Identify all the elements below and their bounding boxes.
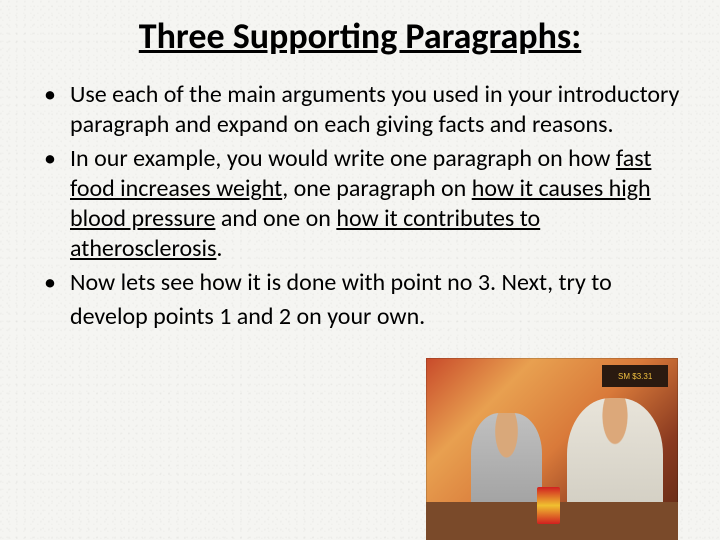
bullet-list: Use each of the main arguments you used … bbox=[36, 80, 684, 298]
fast-food-photo: SM $3.31 bbox=[426, 358, 678, 540]
bullet-3-continuation: develop points 1 and 2 on your own. bbox=[36, 302, 684, 332]
bullet-item-3: Now lets see how it is done with point n… bbox=[36, 268, 684, 298]
child-left bbox=[471, 413, 542, 514]
menu-sign: SM $3.31 bbox=[602, 365, 668, 387]
bullet-2-text: In our example, you would write one para… bbox=[70, 144, 651, 263]
content-area: Use each of the main arguments you used … bbox=[0, 80, 720, 332]
bullet-item-2: In our example, you would write one para… bbox=[36, 144, 684, 264]
bullet-1-text: Use each of the main arguments you used … bbox=[70, 80, 679, 139]
bullet-item-1: Use each of the main arguments you used … bbox=[36, 80, 684, 140]
drink-cup bbox=[537, 487, 560, 524]
bullet-3-text: Now lets see how it is done with point n… bbox=[70, 268, 612, 297]
page-title: Three Supporting Paragraphs: bbox=[0, 14, 720, 58]
